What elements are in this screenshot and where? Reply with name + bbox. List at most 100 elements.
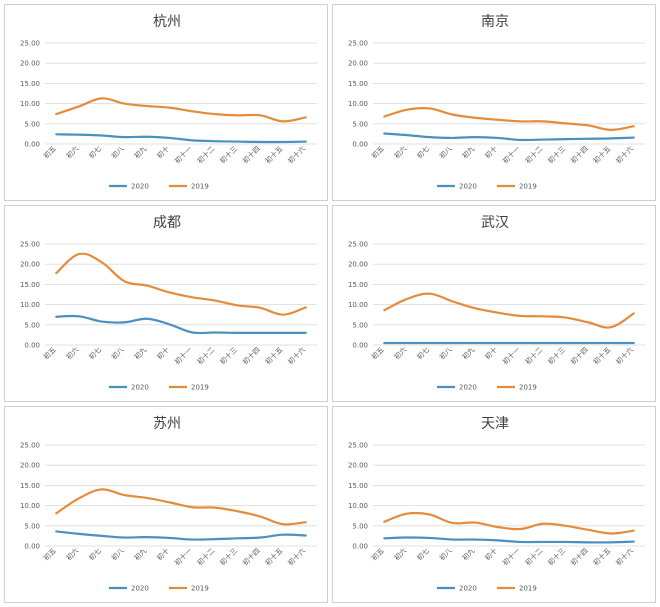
x-tick-label: 初十一 xyxy=(501,144,522,165)
x-tick-label: 初八 xyxy=(109,546,125,562)
x-tick-label: 初十三 xyxy=(218,144,239,165)
y-tick-label: 0.00 xyxy=(24,342,40,350)
y-tick-label: 25.00 xyxy=(20,241,40,249)
legend-label: 2020 xyxy=(131,183,149,191)
x-tick-label: 初十一 xyxy=(173,144,194,165)
x-tick-label: 初十五 xyxy=(591,345,612,366)
y-tick-label: 0.00 xyxy=(352,543,368,551)
y-tick-label: 20.00 xyxy=(20,60,40,68)
chart-panel-hangzhou: 杭州 0.00 5.00 10.00 15.00 20.00 25.00 初五 初六 初七 初八 初九… xyxy=(4,4,328,201)
x-tick-label: 初十四 xyxy=(241,546,262,567)
y-tick-label: 20.00 xyxy=(20,462,40,470)
legend-label: 2020 xyxy=(459,183,477,191)
y-tick-label: 15.00 xyxy=(348,80,368,88)
series-line-2020 xyxy=(55,133,307,144)
x-tick-label: 初九 xyxy=(132,546,148,562)
y-tick-label: 20.00 xyxy=(348,261,368,269)
y-tick-label: 25.00 xyxy=(20,40,40,48)
x-tick-label: 初十六 xyxy=(614,144,635,165)
x-tick-label: 初六 xyxy=(64,546,80,562)
x-tick-label: 初十 xyxy=(155,144,171,160)
x-tick-label: 初十一 xyxy=(173,546,194,567)
y-tick-label: 0.00 xyxy=(24,141,40,149)
chart-title: 成都 xyxy=(153,215,181,231)
x-tick-label: 初十二 xyxy=(523,144,544,165)
x-tick-label: 初八 xyxy=(437,144,453,160)
x-tick-label: 初十四 xyxy=(569,546,590,567)
series-line-2019 xyxy=(55,488,307,526)
x-tick-label: 初十五 xyxy=(263,144,284,165)
y-tick-label: 10.00 xyxy=(20,502,40,510)
x-tick-label: 初七 xyxy=(415,144,431,160)
chart-title: 武汉 xyxy=(481,215,509,231)
series-line-2020 xyxy=(383,132,635,142)
series-line-2019 xyxy=(55,252,307,316)
x-tick-label: 初十四 xyxy=(569,345,590,366)
chart-svg: 苏州 0.00 5.00 10.00 15.00 20.00 25.00 初五 初六 初七 初八 初九… xyxy=(20,416,317,593)
x-tick-label: 初十一 xyxy=(501,345,522,366)
legend-label: 2019 xyxy=(191,585,209,593)
x-tick-label: 初六 xyxy=(392,345,408,361)
x-tick-label: 初十 xyxy=(483,144,499,160)
x-tick-label: 初五 xyxy=(41,144,57,160)
legend-label: 2019 xyxy=(191,384,209,392)
y-tick-label: 15.00 xyxy=(348,482,368,490)
y-tick-label: 10.00 xyxy=(20,100,40,108)
series-line-2019 xyxy=(383,511,635,535)
chart-panel-nanjing: 南京 0.00 5.00 10.00 15.00 20.00 25.00 初五 初六 初七 初八 初九… xyxy=(332,4,656,201)
x-tick-label: 初十四 xyxy=(569,144,590,165)
x-tick-label: 初九 xyxy=(132,144,148,160)
y-tick-label: 10.00 xyxy=(20,301,40,309)
y-tick-label: 15.00 xyxy=(20,80,40,88)
chart-svg: 武汉 0.00 5.00 10.00 15.00 20.00 25.00 初五 初六 初七 初八 初九… xyxy=(348,215,645,392)
y-tick-label: 0.00 xyxy=(352,342,368,350)
legend-label: 2020 xyxy=(459,585,477,593)
x-tick-label: 初十 xyxy=(483,345,499,361)
x-tick-label: 初五 xyxy=(369,345,385,361)
x-tick-label: 初十 xyxy=(155,345,171,361)
x-tick-label: 初十六 xyxy=(286,546,307,567)
x-tick-label: 初五 xyxy=(369,144,385,160)
x-tick-label: 初六 xyxy=(392,546,408,562)
legend-label: 2019 xyxy=(519,585,537,593)
x-tick-label: 初五 xyxy=(41,546,57,562)
y-tick-label: 5.00 xyxy=(352,321,368,329)
x-tick-label: 初五 xyxy=(369,546,385,562)
series-line-2019 xyxy=(383,292,635,329)
series-line-2020 xyxy=(383,536,635,544)
y-tick-label: 5.00 xyxy=(352,120,368,128)
y-tick-label: 0.00 xyxy=(24,543,40,551)
x-tick-label: 初十二 xyxy=(195,345,216,366)
x-tick-label: 初七 xyxy=(87,144,103,160)
y-tick-label: 25.00 xyxy=(20,442,40,450)
chart-svg: 杭州 0.00 5.00 10.00 15.00 20.00 25.00 初五 初六 初七 初八 初九… xyxy=(20,14,317,191)
x-tick-label: 初六 xyxy=(64,345,80,361)
legend-label: 2020 xyxy=(131,585,149,593)
x-tick-label: 初九 xyxy=(460,546,476,562)
y-tick-label: 25.00 xyxy=(348,442,368,450)
x-tick-label: 初八 xyxy=(437,345,453,361)
legend-label: 2019 xyxy=(191,183,209,191)
chart-title: 南京 xyxy=(481,14,509,30)
x-tick-label: 初十一 xyxy=(501,546,522,567)
x-tick-label: 初七 xyxy=(415,546,431,562)
x-tick-label: 初十二 xyxy=(523,345,544,366)
x-tick-label: 初十二 xyxy=(195,546,216,567)
chart-svg: 天津 0.00 5.00 10.00 15.00 20.00 25.00 初五 初六 初七 初八 初九… xyxy=(348,416,645,593)
x-tick-label: 初十六 xyxy=(614,546,635,567)
series-line-2020 xyxy=(55,314,307,335)
legend-label: 2019 xyxy=(519,384,537,392)
y-tick-label: 25.00 xyxy=(348,40,368,48)
x-tick-label: 初十 xyxy=(155,546,171,562)
x-tick-label: 初十五 xyxy=(263,546,284,567)
y-tick-label: 5.00 xyxy=(24,321,40,329)
x-tick-label: 初十四 xyxy=(241,144,262,165)
y-tick-label: 15.00 xyxy=(20,281,40,289)
x-tick-label: 初十二 xyxy=(195,144,216,165)
chart-panel-suzhou: 苏州 0.00 5.00 10.00 15.00 20.00 25.00 初五 初六 初七 初八 初九… xyxy=(4,406,328,603)
y-tick-label: 15.00 xyxy=(348,281,368,289)
x-tick-label: 初七 xyxy=(87,546,103,562)
x-tick-label: 初十三 xyxy=(218,345,239,366)
series-line-2020 xyxy=(55,530,307,541)
